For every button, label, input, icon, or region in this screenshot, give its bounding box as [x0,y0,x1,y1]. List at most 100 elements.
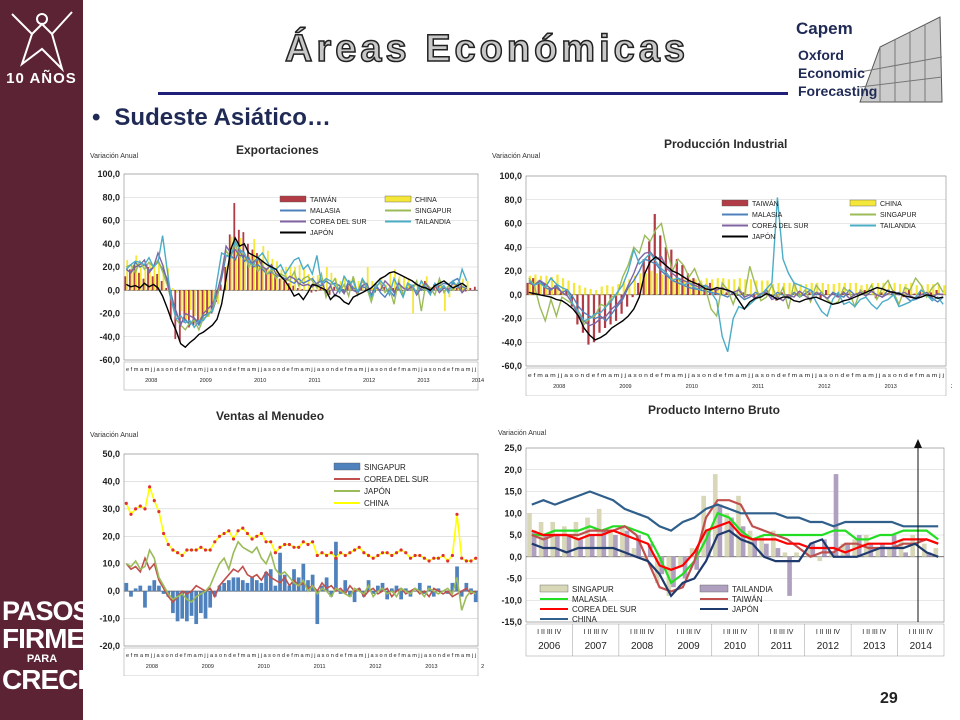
bar [760,280,764,295]
series-marker [408,556,413,560]
bar [664,247,667,295]
bar [207,290,210,317]
bar [292,285,295,291]
bar [187,290,190,328]
series-line [528,222,944,326]
bar [369,289,372,291]
bar [228,234,231,291]
bar [282,574,287,592]
x-tick-label: e f m a m j j a s o n d e f m a m j j a … [126,367,476,373]
legend-entry: TAILANDIA [732,585,773,594]
series-marker [366,553,371,558]
bar [133,588,138,592]
bar [683,279,686,295]
bar [633,275,636,295]
bar [235,251,238,291]
y-tick-label: -20,0 [99,309,120,319]
bar [198,290,201,321]
bar [725,292,728,295]
x-tick-label: I II III IV [862,629,886,636]
series-marker [213,540,217,544]
bar [880,292,883,295]
bar [303,269,306,291]
bar [694,279,697,295]
bar [613,535,618,557]
x-year-label: 2013 [417,378,429,384]
bar [256,253,258,291]
bar [584,287,587,295]
y-tick-label: 40,0 [102,476,120,486]
bar [559,292,562,295]
x-year-label: 2012 [818,384,830,390]
bar [565,288,568,295]
bar [742,292,745,295]
bar [937,284,940,295]
series-line [125,555,477,604]
bar [921,285,924,295]
series-marker [474,556,478,560]
bar [711,279,714,295]
bar [445,591,450,594]
slogan-word: PASOS [2,596,91,626]
legend-entry: MALASIA [752,212,783,219]
bar [777,282,780,295]
bar [431,591,436,597]
slogan-word: CRECER [2,664,115,695]
legend-entry: CHINA [880,201,902,208]
legend-entry: JAPÓN [752,232,775,241]
bar [301,563,306,592]
x-axis-band [123,647,479,676]
bar [838,282,841,295]
y-tick-label: 20,0 [102,531,120,541]
bar [794,284,797,295]
bar [666,275,670,295]
legend-swatch [279,195,307,203]
x-year-label: 2014 [481,664,484,670]
series-line [531,529,939,598]
series-line [531,499,939,593]
produccion-industrial-chart: 100,0 80,0 60,0 40,0 20,0 0,0 -20,0 -40,0 -60,0 e… [499,171,952,396]
series-marker [436,556,440,560]
bar [600,286,603,295]
bar [752,539,758,557]
bar [770,530,776,557]
series-marker [371,556,375,560]
x-year-label: 2008 [146,664,158,670]
bar [139,265,142,291]
bar [682,556,688,579]
bar [403,276,405,291]
bar [143,591,147,608]
bar [248,255,251,291]
bar [194,591,199,625]
bar [237,229,240,291]
bar [171,287,174,291]
bar [222,582,227,592]
bar [644,273,648,295]
bar [439,282,442,291]
x-year-label: 2012 [369,664,381,670]
y-tick-label: 30,0 [102,504,120,514]
bar [366,267,369,291]
bar [539,275,543,295]
bar [913,293,916,295]
bar [466,280,469,291]
y-tick-label: -60,0 [99,355,120,365]
y-tick-label: 20,0 [102,262,120,272]
bar [156,273,159,291]
x-tick-label: I II III IV [816,629,840,636]
series-marker [460,556,464,560]
series-marker [301,540,305,544]
bar [817,556,823,562]
bar [287,585,292,592]
y-tick-label: 100,0 [499,171,522,181]
bar [206,290,208,316]
series-line [528,255,944,341]
bar [138,585,143,592]
bar [622,281,625,295]
series-marker [339,551,343,555]
bar [655,273,659,295]
bar [231,577,236,592]
series-marker [399,548,403,552]
bar [315,591,320,625]
bar [566,535,572,557]
